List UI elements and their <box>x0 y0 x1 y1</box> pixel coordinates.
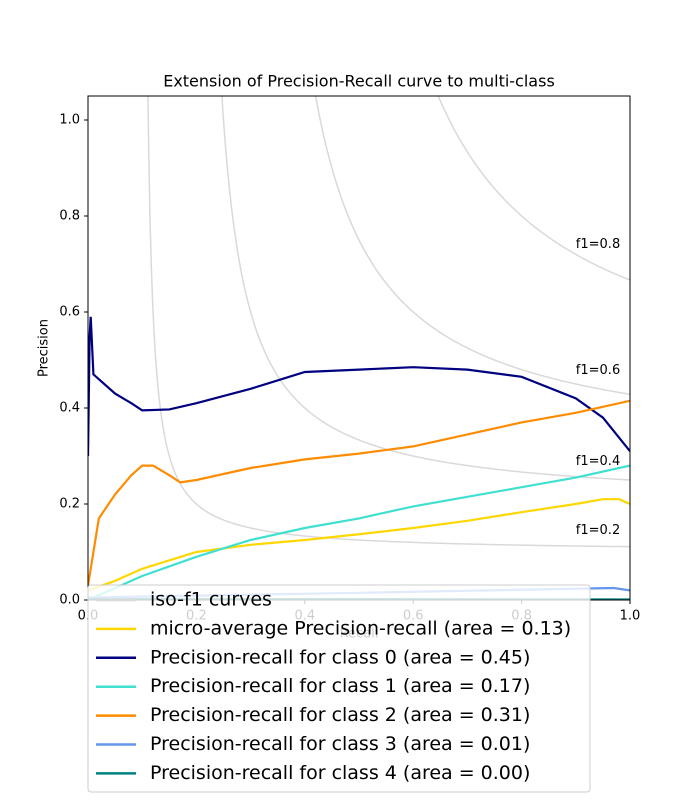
x-tick-label: 1.0 <box>620 609 641 624</box>
y-tick-label: 0.6 <box>59 305 80 320</box>
legend-label: micro-average Precision-recall (area = 0… <box>150 617 571 639</box>
iso-f1-label: f1=0.2 <box>576 523 620 538</box>
iso-f1-curve <box>314 96 630 396</box>
y-axis-label: Precision <box>37 319 52 377</box>
legend-label: Precision-recall for class 1 (area = 0.1… <box>150 675 530 697</box>
y-tick-label: 1.0 <box>59 113 80 128</box>
ticks: 0.00.20.40.60.81.00.00.20.40.60.81.0 <box>59 113 640 624</box>
legend-label: Precision-recall for class 4 (area = 0.0… <box>150 762 530 784</box>
series-line <box>88 464 630 600</box>
chart-title: Extension of Precision-Recall curve to m… <box>163 72 555 91</box>
y-tick-label: 0.2 <box>59 497 80 512</box>
iso-f1-curve <box>147 96 630 548</box>
series-line <box>88 316 630 457</box>
iso-f1-label: f1=0.8 <box>576 237 620 252</box>
series-line <box>88 399 630 586</box>
iso-f1-curve <box>437 96 630 281</box>
iso-f1-label: f1=0.6 <box>576 363 620 378</box>
series-line <box>88 498 630 592</box>
iso-f1-label: f1=0.4 <box>576 454 620 469</box>
iso-f1-curve <box>221 96 630 481</box>
legend-box <box>87 584 591 793</box>
y-tick-label: 0.0 <box>59 593 80 608</box>
legend-label: Precision-recall for class 3 (area = 0.0… <box>150 733 530 755</box>
legend-label: iso-f1 curves <box>150 589 272 611</box>
y-tick-label: 0.8 <box>59 209 80 224</box>
legend-label: Precision-recall for class 2 (area = 0.3… <box>150 704 530 726</box>
y-tick-label: 0.4 <box>59 401 80 416</box>
legend-label: Precision-recall for class 0 (area = 0.4… <box>150 646 530 668</box>
axes-frame <box>87 95 631 601</box>
legend: iso-f1 curves micro-average Precision-rec… <box>87 584 591 793</box>
